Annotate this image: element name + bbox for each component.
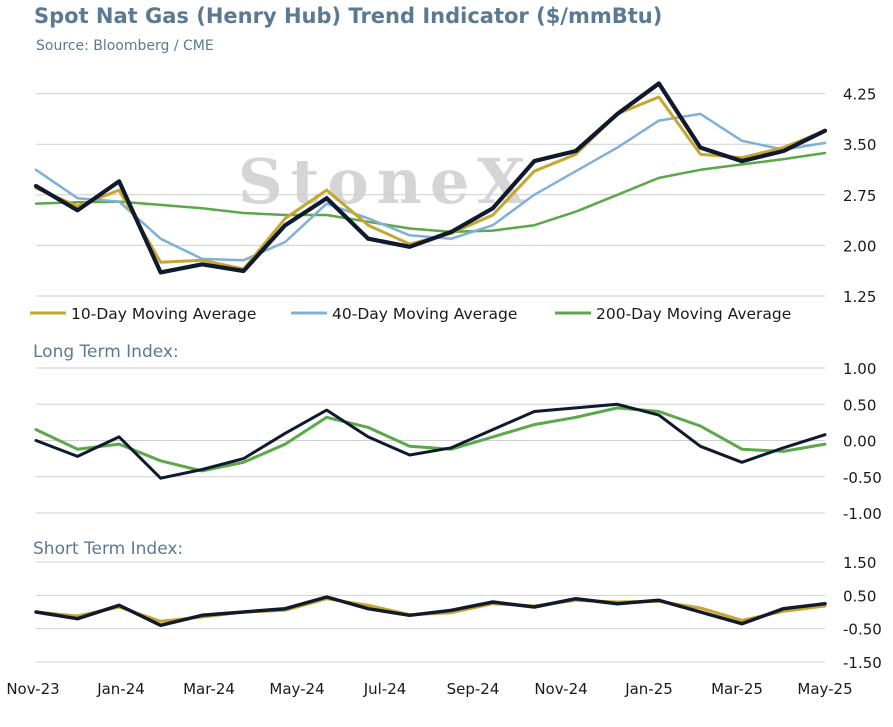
y-tick-label: -0.50 [843,469,882,487]
x-tick-label: Jul-24 [363,680,407,698]
y-tick-label: 2.75 [843,187,876,205]
y-tick-label: 0.50 [843,587,876,605]
long-term-panel-title: Long Term Index: [33,342,179,362]
legend-label: 10-Day Moving Average [71,305,256,323]
y-tick-label: 0.00 [843,433,876,451]
y-tick-label: -0.50 [843,621,882,639]
chart-title: Spot Nat Gas (Henry Hub) Trend Indicator… [34,4,662,28]
series-line-2-0 [34,595,827,628]
x-tick-label: Mar-25 [711,680,763,698]
legend: 10-Day Moving Average 40-Day Moving Avera… [30,305,791,323]
series-lines [33,81,828,628]
series-line-1-1 [34,406,827,473]
x-tick-label: May-24 [269,680,324,698]
x-tick-label: May-25 [797,680,852,698]
y-tick-label: 4.25 [843,86,876,104]
x-tick-label: Nov-23 [6,680,59,698]
x-tick-label: Sep-24 [447,680,500,698]
y-tick-label: -1.00 [843,505,882,523]
x-tick-label: Mar-24 [183,680,235,698]
watermark-logo: StoneX [238,145,533,218]
x-tick-label: Jan-24 [96,680,145,698]
series-line-1-0 [34,402,827,480]
series-line-0-0 [33,81,828,275]
y-tick-label: 0.50 [843,396,876,414]
series-line-0-3 [34,151,827,234]
y-tick-label: -1.50 [843,654,882,672]
y-tick-label: 1.00 [843,360,876,378]
x-tick-label: Jan-25 [624,680,673,698]
y-tick-label: 3.50 [843,136,876,154]
series-line-0-2 [34,112,827,262]
legend-label: 40-Day Moving Average [332,305,517,323]
short-term-panel-title: Short Term Index: [33,539,183,559]
x-tick-label: Nov-24 [534,680,587,698]
y-tick-label: 2.00 [843,237,876,255]
y-tick-label: 1.25 [843,288,876,306]
y-tick-label: 1.50 [843,554,876,572]
chart-subtitle: Source: Bloomberg / CME [36,38,214,54]
legend-label: 200-Day Moving Average [596,305,791,323]
grid-lines [36,93,825,663]
axis-labels: 1.25 2.00 2.75 3.50 4.25 1.00 0.50 0.00 -0.50 -1.… [6,86,882,698]
series-line-2-1 [34,597,827,623]
